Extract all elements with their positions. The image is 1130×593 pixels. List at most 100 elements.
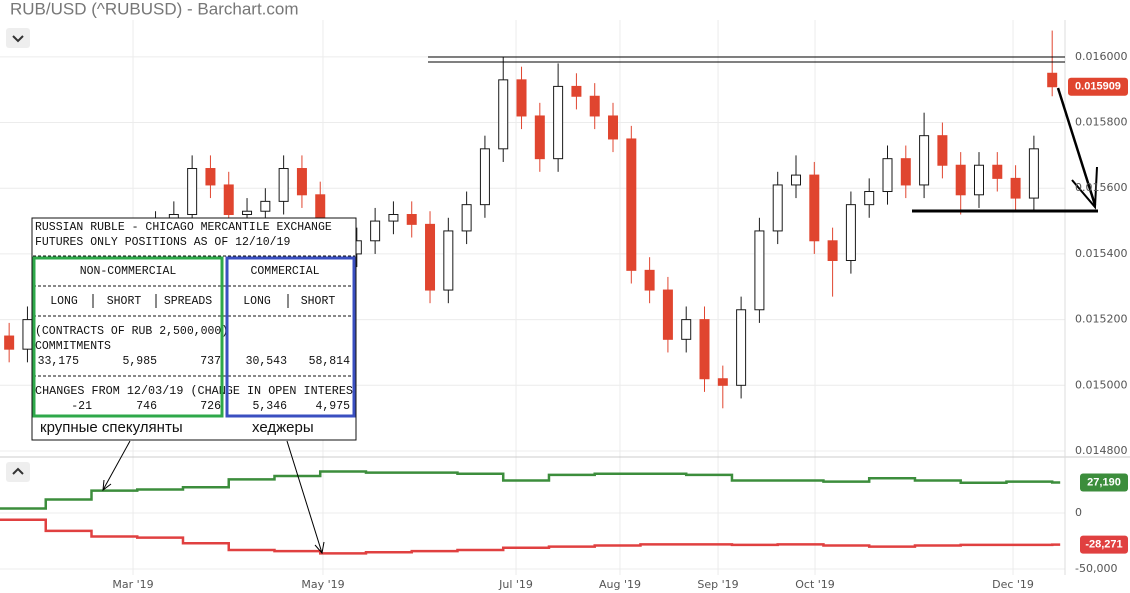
cell: 737 [200,355,221,368]
candle-body [937,135,948,166]
candle-body [242,210,253,216]
group-header: NON-COMMERCIAL [80,265,177,278]
candle-body [22,319,33,350]
column-header: LONG [243,295,271,308]
candle-body [717,378,728,386]
y-tick-label: 0.015000 [1075,378,1128,391]
candle-body [406,214,417,225]
candle-body [955,164,966,196]
candle-body [479,148,490,206]
candle-body [864,191,875,206]
last-price-label: 0.015909 [1075,81,1121,93]
y-tick-label: 0.015200 [1075,313,1128,326]
cell: -21 [71,400,92,413]
report-subtitle: FUTURES ONLY POSITIONS AS OF 12/10/19 [35,236,290,249]
column-header: SHORT [301,295,336,308]
row-label: CHANGES FROM 12/03/19 (CHANGE IN OPEN IN… [35,385,353,398]
x-tick-label: Aug '19 [599,578,641,591]
candle-body [571,85,582,97]
candle-body [973,164,984,196]
candle-body [827,240,838,261]
candle-body [461,204,472,232]
cell: 5,346 [252,400,287,413]
candle-body [425,223,436,291]
y-tick-label: 0.014800 [1075,444,1128,457]
candle-body [1047,72,1058,88]
step-line [0,470,1061,510]
expand-button[interactable] [6,462,30,482]
candle-body [296,168,307,196]
candle-body [1010,177,1021,199]
candle-body [388,214,399,222]
row-label: COMMITMENTS [35,340,111,353]
candle-body [589,95,600,117]
candle-body [278,168,289,202]
candle-body [626,138,637,271]
collapse-button[interactable] [6,28,30,48]
step-line [0,518,1061,555]
candle-body [370,220,381,242]
cell: 5,985 [122,355,157,368]
x-tick-label: Mar '19 [112,578,153,591]
unit-note: (CONTRACTS OF RUB 2,500,000) [35,325,228,338]
candle-body [534,115,545,160]
cell: 746 [136,400,157,413]
cot-report: RUSSIAN RUBLE - CHICAGO MERCANTILE EXCHA… [31,217,357,441]
candle-body [644,269,655,291]
candle-body [845,204,856,261]
candle-body [516,79,527,117]
last-price-box [1068,77,1128,96]
candle-body [205,168,216,186]
value-label: 27,190 [1087,476,1121,488]
candle-body [608,115,619,140]
column-header: SHORT [107,295,142,308]
candle-body [1028,148,1039,199]
chart-title: RUB/USD (^RUBUSD) - Barchart.com [10,0,299,18]
column-header: LONG [50,295,78,308]
candle-body [791,174,802,186]
column-header: SPREADS [164,295,212,308]
x-tick-label: Dec '19 [992,578,1034,591]
annotations [102,56,1098,555]
y-tick-label: 0.015600 [1075,181,1128,194]
candle-body [699,319,710,380]
x-tick-label: May '19 [301,578,344,591]
cell: 726 [200,400,221,413]
y-tick-label: 0.015800 [1075,116,1128,129]
y-tick-label: 0.016000 [1075,50,1128,63]
annotation-label: крупные спекулянты [40,419,183,436]
cell: 4,975 [315,400,350,413]
candle-body [882,158,893,193]
candle-body [187,168,198,216]
group-header: COMMERCIAL [250,265,319,278]
candle-body [919,135,930,186]
candle-body [992,164,1003,179]
y-tick-label: 0.015400 [1075,247,1128,260]
axes: Mar '19 May '19 Jul '19 Aug '19 Sep '19 Oct '… [112,50,1128,591]
candle-body [772,184,783,232]
candle-body [223,184,234,216]
annotation-label: хеджеры [252,419,314,436]
candle-body [443,230,454,291]
candle-body [900,158,911,186]
candle-body [498,79,509,150]
candle-body [662,289,673,340]
y-tick-label: -50,000 [1075,562,1117,575]
cell: 33,175 [38,355,80,368]
value-label: -28,271 [1085,539,1122,551]
candle-body [736,309,747,386]
report-title: RUSSIAN RUBLE - CHICAGO MERCANTILE EXCHA… [35,221,332,234]
candle-body [809,174,820,242]
x-tick-label: Oct '19 [795,578,835,591]
value-label-box [1080,535,1128,554]
y-tick-label: 0 [1075,506,1082,519]
candle-body [4,335,15,350]
cell: 58,814 [309,355,351,368]
candle-body [754,230,765,311]
x-tick-label: Jul '19 [498,578,533,591]
value-label-box [1080,473,1128,492]
cell: 30,543 [246,355,288,368]
x-tick-label: Sep '19 [697,578,738,591]
candle-body [260,200,271,212]
